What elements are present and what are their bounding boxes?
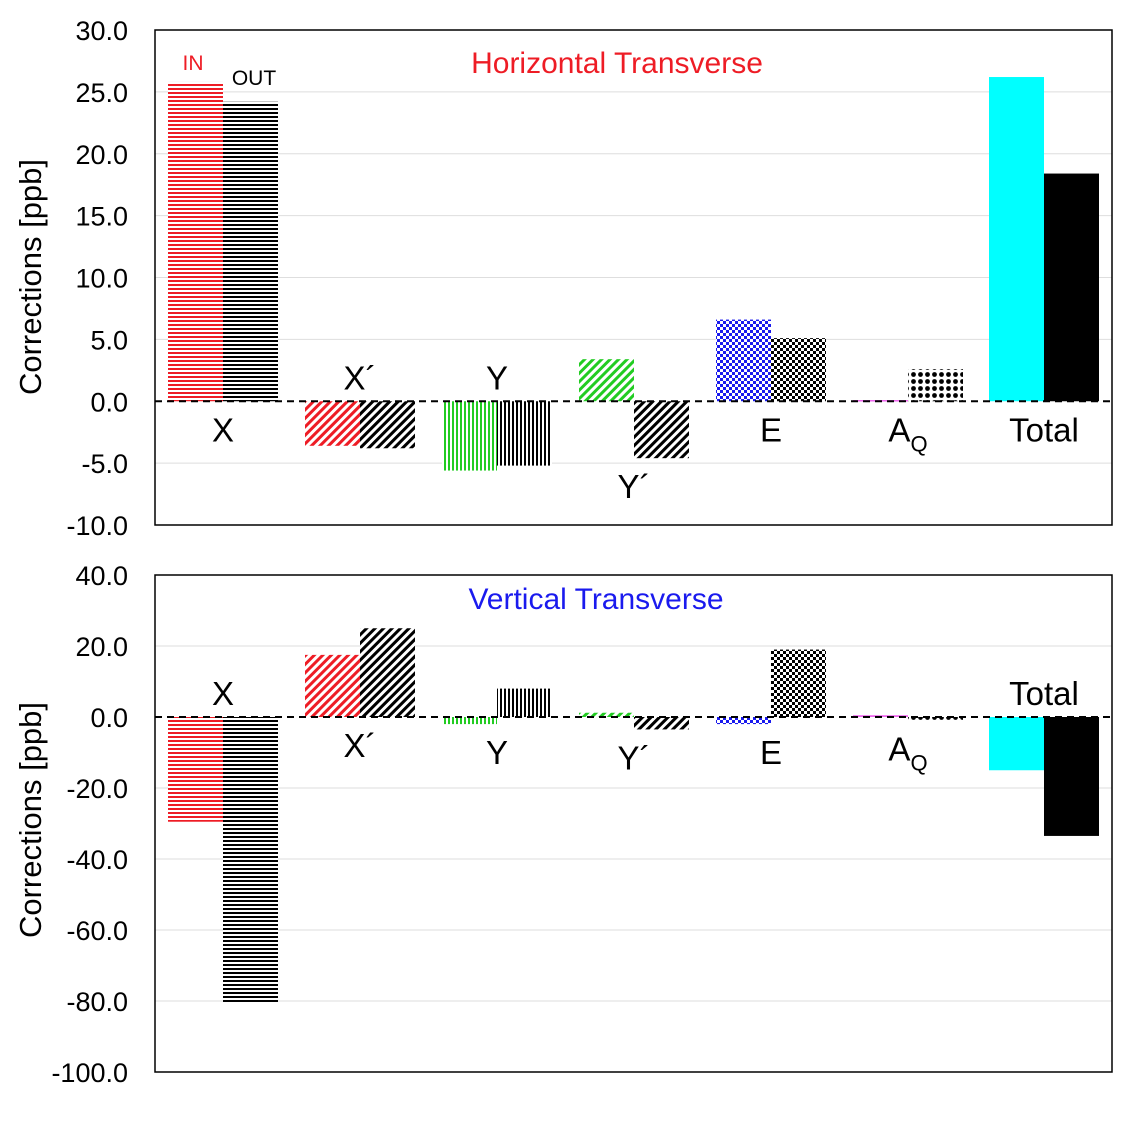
category-label: X <box>212 675 234 712</box>
bar-out-3 <box>634 401 689 459</box>
bar-in-3 <box>579 712 634 717</box>
panel-title: Vertical Transverse <box>468 583 723 616</box>
y-tick-label: -10.0 <box>66 511 128 541</box>
bar-out-4 <box>771 338 826 402</box>
legend-in-label: IN <box>183 52 204 75</box>
y-tick-label: -20.0 <box>66 774 128 804</box>
bar-out-5 <box>908 369 963 402</box>
category-label: E <box>760 411 782 448</box>
bar-in-0 <box>168 81 223 402</box>
y-tick-label: 10.0 <box>75 264 128 294</box>
bar-out-6 <box>1044 717 1099 836</box>
y-tick-label: -60.0 <box>66 916 128 946</box>
bar-out-5 <box>908 717 963 721</box>
y-tick-label: -80.0 <box>66 987 128 1017</box>
bar-in-2 <box>442 717 497 725</box>
vertical-transverse-panel: Vertical Transverse Corrections [ppb] 40… <box>13 561 1113 1088</box>
y-tick-label: 15.0 <box>75 202 128 232</box>
bar-in-0 <box>168 717 223 822</box>
bar-in-1 <box>305 401 360 446</box>
category-label: Y <box>486 359 508 396</box>
y-tick-label: -40.0 <box>66 845 128 875</box>
panel-title: Horizontal Transverse <box>471 47 763 80</box>
bar-out-2 <box>497 688 552 717</box>
category-label: Y´ <box>618 468 651 505</box>
category-label: AQ <box>888 411 927 456</box>
category-label: X´ <box>344 359 377 396</box>
y-axis-label: Corrections [ppb] <box>13 702 48 938</box>
y-axis-label: Corrections [ppb] <box>13 159 48 395</box>
y-tick-label: 25.0 <box>75 78 128 108</box>
horizontal-transverse-panel: Horizontal Transverse Corrections [ppb] … <box>13 16 1113 541</box>
bar-out-1 <box>360 628 415 717</box>
legend-out-label: OUT <box>232 67 277 90</box>
y-tick-label: 20.0 <box>75 632 128 662</box>
bar-in-6 <box>989 77 1044 402</box>
bar-in-6 <box>989 717 1044 771</box>
bar-out-6 <box>1044 173 1099 402</box>
category-label: Y <box>486 734 508 771</box>
y-tick-label: 40.0 <box>75 561 128 591</box>
y-tick-label: 30.0 <box>75 16 128 46</box>
bar-out-4 <box>771 649 826 717</box>
plot-frame <box>154 574 1113 1073</box>
bar-in-1 <box>305 654 360 717</box>
category-label: AQ <box>888 731 927 776</box>
bar-out-3 <box>634 717 689 730</box>
y-tick-label: 0.0 <box>90 703 128 733</box>
y-tick-label: -100.0 <box>51 1058 128 1088</box>
y-tick-label: -5.0 <box>81 449 128 479</box>
category-label: E <box>760 734 782 771</box>
bar-out-0 <box>223 101 278 402</box>
category-label: Y´ <box>618 739 651 776</box>
category-label: Total <box>1009 675 1079 712</box>
bar-in-4 <box>716 319 771 402</box>
bar-out-1 <box>360 401 415 449</box>
bar-in-2 <box>442 401 497 471</box>
category-label: X <box>212 411 234 448</box>
plot-frame <box>154 29 1113 526</box>
category-label: X´ <box>344 727 377 764</box>
bar-in-3 <box>579 359 634 402</box>
y-tick-label: 5.0 <box>90 325 128 355</box>
y-tick-label: 20.0 <box>75 140 128 170</box>
bar-out-2 <box>497 401 552 466</box>
bar-in-4 <box>716 717 771 725</box>
y-tick-label: 0.0 <box>90 387 128 417</box>
category-label: Total <box>1009 411 1079 448</box>
bar-out-0 <box>223 717 278 1003</box>
